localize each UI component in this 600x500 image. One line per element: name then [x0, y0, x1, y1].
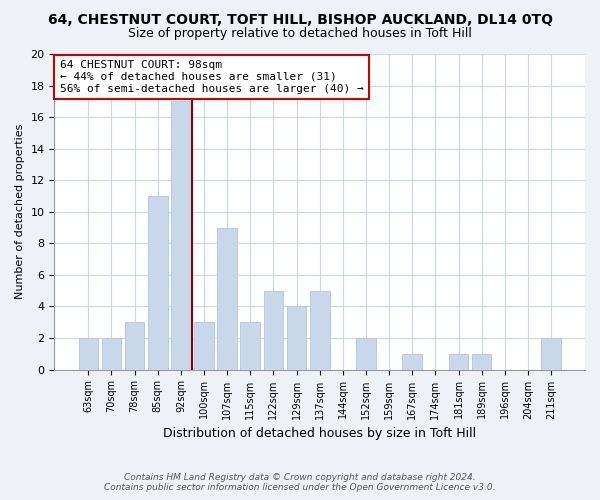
Bar [217, 228, 237, 370]
Bar [541, 338, 561, 370]
Bar [125, 322, 145, 370]
Text: Contains HM Land Registry data © Crown copyright and database right 2024.
Contai: Contains HM Land Registry data © Crown c… [104, 473, 496, 492]
Bar [356, 338, 376, 370]
X-axis label: Distribution of detached houses by size in Toft Hill: Distribution of detached houses by size … [163, 427, 476, 440]
Bar [241, 322, 260, 370]
Y-axis label: Number of detached properties: Number of detached properties [15, 124, 25, 300]
Bar [449, 354, 469, 370]
Bar [148, 196, 167, 370]
Bar [79, 338, 98, 370]
Text: 64, CHESTNUT COURT, TOFT HILL, BISHOP AUCKLAND, DL14 0TQ: 64, CHESTNUT COURT, TOFT HILL, BISHOP AU… [47, 12, 553, 26]
Bar [194, 322, 214, 370]
Bar [171, 102, 191, 370]
Text: Size of property relative to detached houses in Toft Hill: Size of property relative to detached ho… [128, 28, 472, 40]
Bar [310, 290, 329, 370]
Bar [472, 354, 491, 370]
Bar [263, 290, 283, 370]
Bar [403, 354, 422, 370]
Text: 64 CHESTNUT COURT: 98sqm
← 44% of detached houses are smaller (31)
56% of semi-d: 64 CHESTNUT COURT: 98sqm ← 44% of detach… [60, 60, 364, 94]
Bar [287, 306, 307, 370]
Bar [101, 338, 121, 370]
